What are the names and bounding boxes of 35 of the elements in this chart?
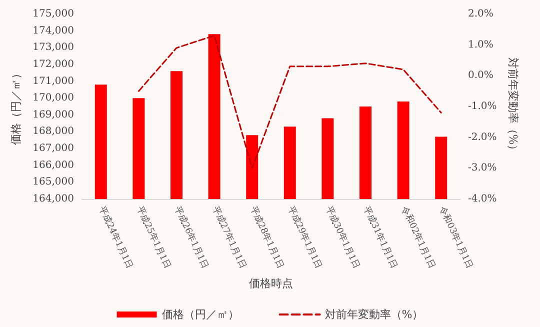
x-tick-label: 平成27年1月1日 <box>210 204 248 271</box>
y2-tick-label: -4.0% <box>468 194 497 204</box>
y-tick-label: 168,000 <box>32 126 74 138</box>
y-tick-label: 175,000 <box>32 8 74 20</box>
y2-tick-label: -1.0% <box>468 101 497 112</box>
x-tick-label: 平成25年1月1日 <box>134 204 173 271</box>
legend-label: 価格（円／㎡） <box>162 308 239 321</box>
y2-tick-label: 2.0% <box>468 8 494 20</box>
x-tick-label: 令和02年1月1日 <box>398 204 438 271</box>
x-tick-label: 平成29年1月1日 <box>285 204 324 271</box>
y-tick-label: 169,000 <box>32 109 74 120</box>
y-tick-label: 173,000 <box>32 42 74 54</box>
x-tick-label: 平成31年1月1日 <box>360 204 400 271</box>
y-tick-label: 166,000 <box>32 160 74 171</box>
x-tick-label: 平成28年1月1日 <box>248 204 286 271</box>
y-tick-label: 164,000 <box>32 194 74 204</box>
x-tick-label: 平成24年1月1日 <box>96 204 136 271</box>
x-tick-label: 平成26年1月1日 <box>172 204 211 271</box>
y2-tick-label: -2.0% <box>468 132 497 143</box>
y-tick-label: 172,000 <box>32 58 74 70</box>
legend-label: 対前年変動率（%） <box>324 308 424 321</box>
y2-tick-label: 1.0% <box>468 39 494 50</box>
y-tick-label: 165,000 <box>32 176 74 188</box>
y-axis-title: 価格（円／㎡） <box>10 68 23 145</box>
y-tick-label: 174,000 <box>32 25 74 36</box>
y-tick-label: 167,000 <box>32 143 74 154</box>
x-tick-label: 平成30年1月1日 <box>323 204 362 271</box>
y-tick-label: 170,000 <box>32 92 74 104</box>
y2-tick-label: 0.0% <box>468 70 494 82</box>
y2-axis-title: 対前年変動率（%） <box>506 57 520 156</box>
line-series <box>138 34 442 169</box>
y-tick-label: 171,000 <box>32 76 74 87</box>
x-axis-title: 価格時点 <box>249 277 293 290</box>
y2-tick-label: -3.0% <box>468 162 497 174</box>
x-tick-label: 令和03年1月1日 <box>436 204 476 271</box>
